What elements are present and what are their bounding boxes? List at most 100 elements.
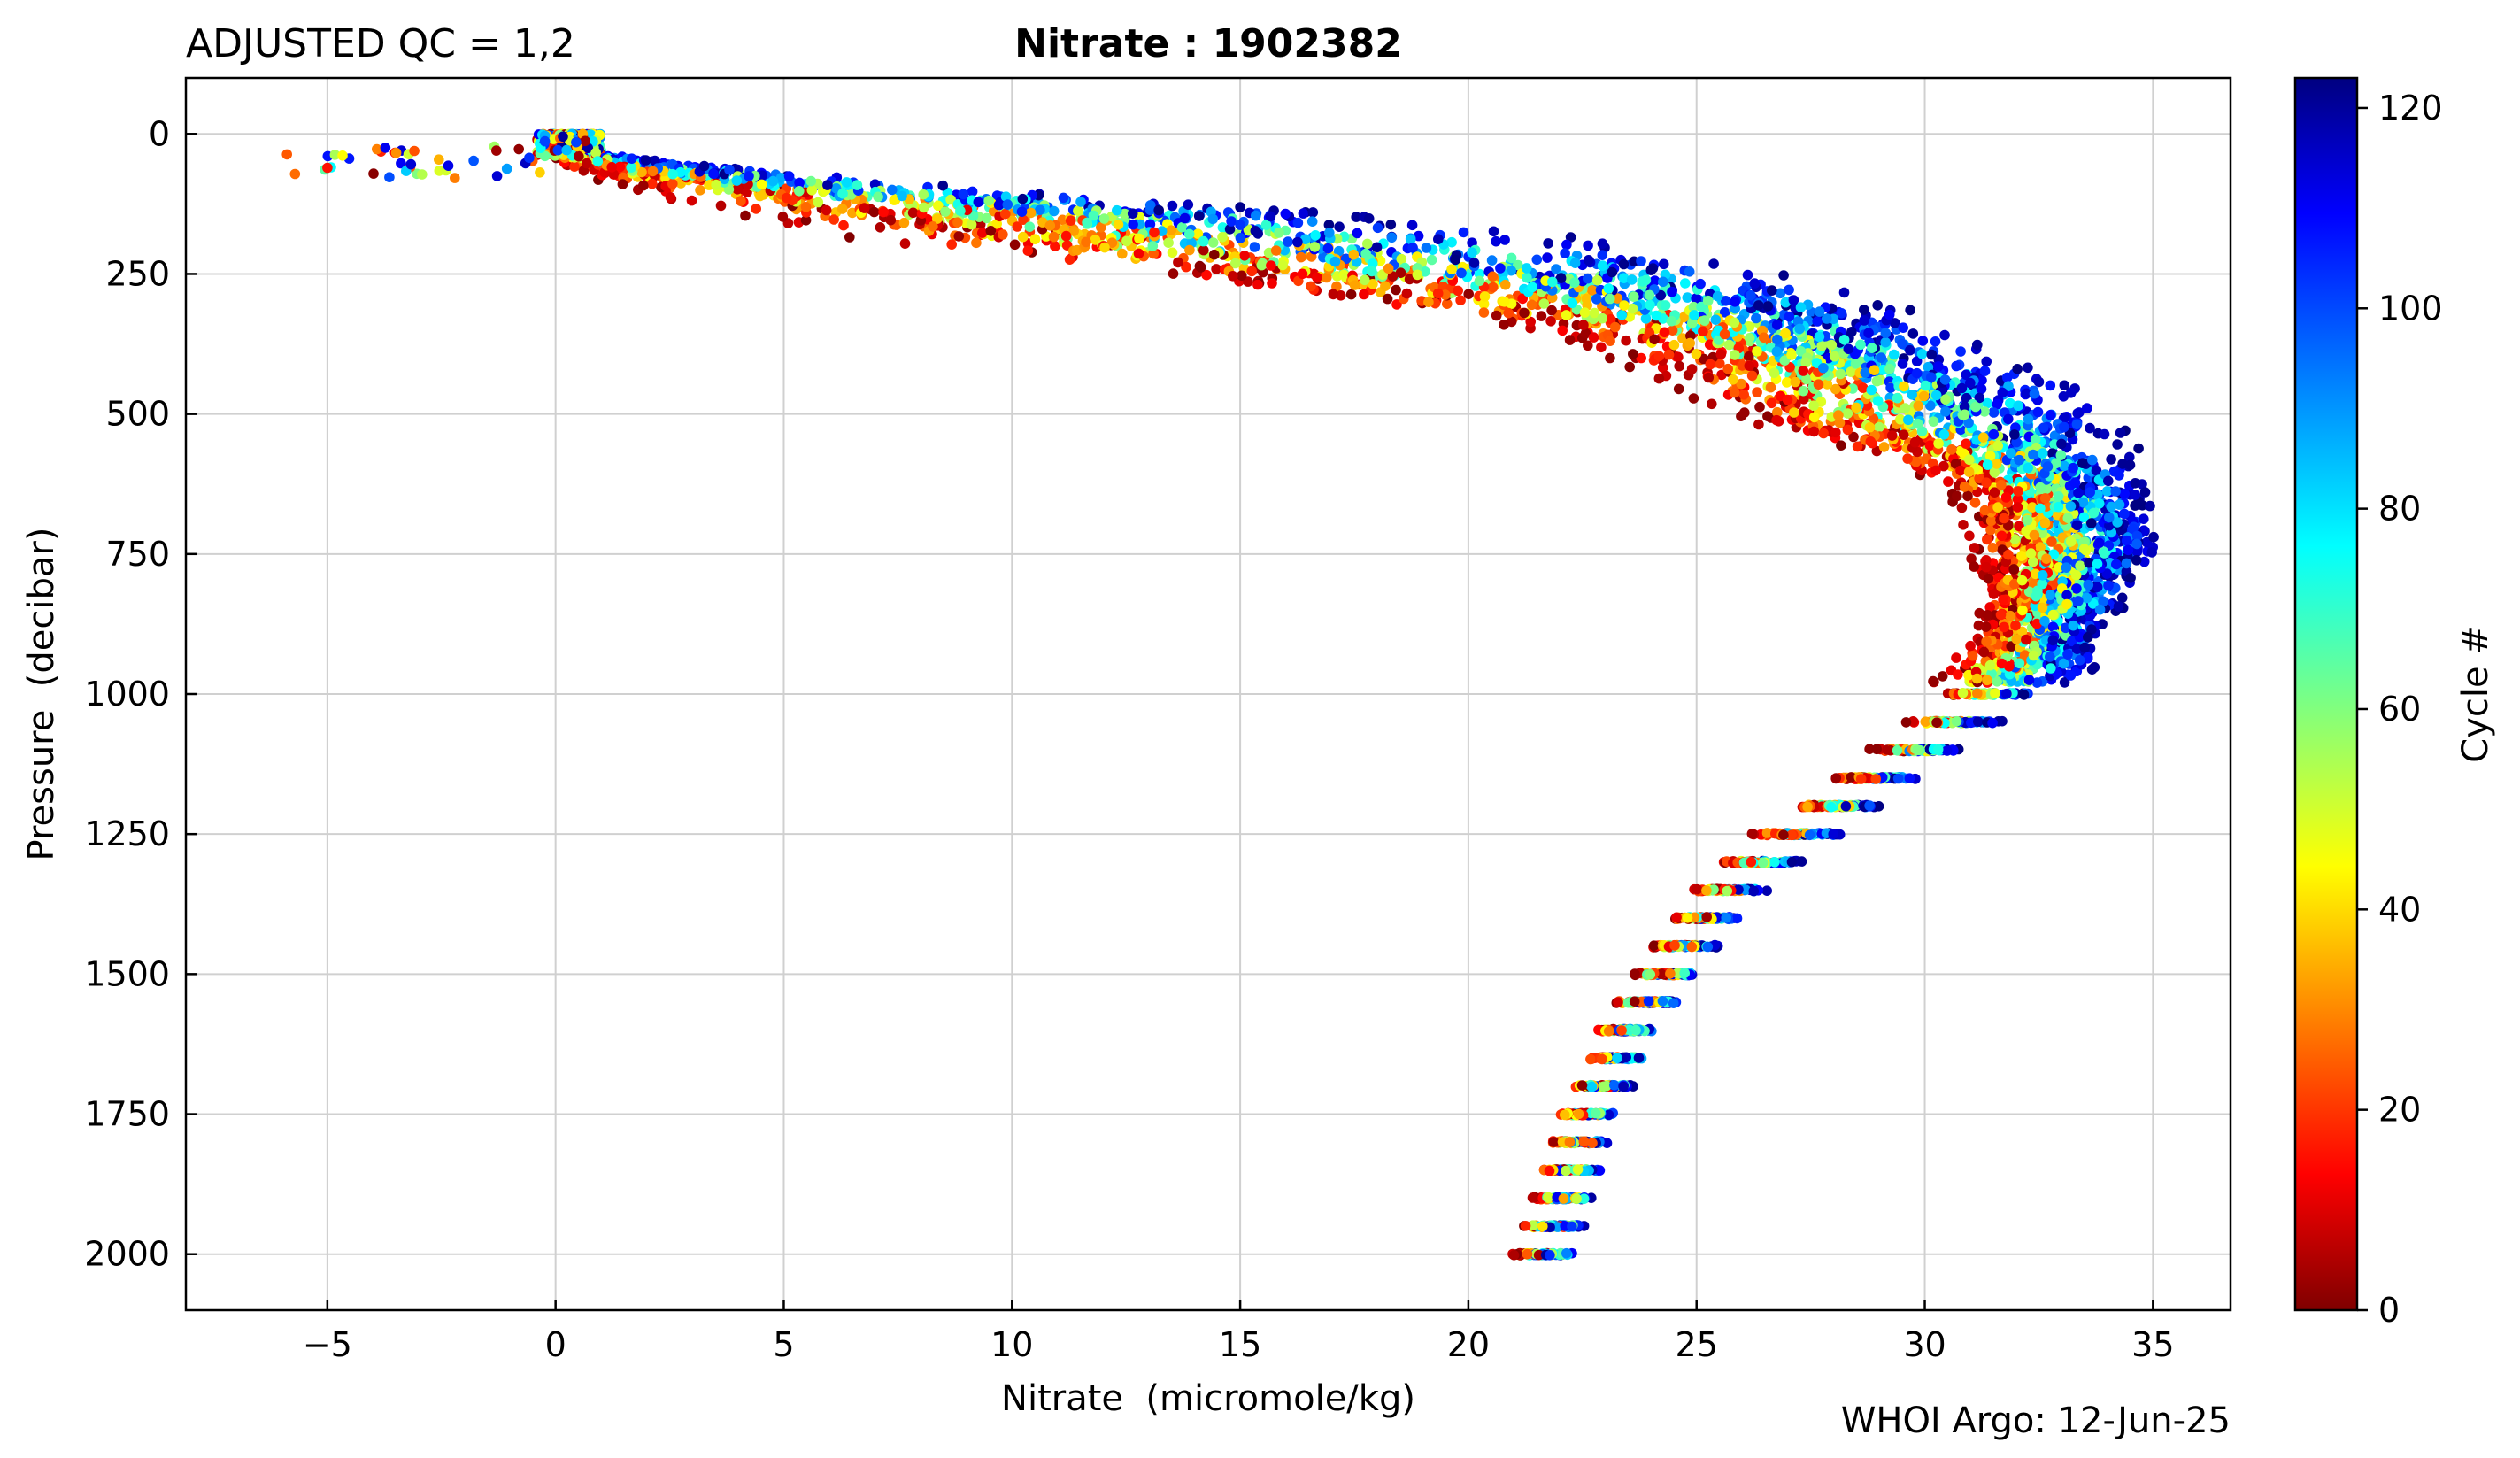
data-point [582,158,592,169]
data-point [1251,210,1261,221]
data-point [1349,280,1360,290]
data-point [838,220,849,231]
data-point [2075,560,2085,571]
data-point [1351,212,1361,222]
data-point [2058,658,2069,669]
data-point [640,155,651,166]
data-point [1362,238,1373,250]
data-point [2146,547,2157,558]
data-point [1907,390,1917,400]
data-point [2062,513,2074,523]
data-point [1969,561,1979,572]
data-point [1897,359,1908,369]
data-point [665,192,676,203]
data-point [998,229,1008,240]
data-point [1637,276,1648,287]
data-point [1597,312,1607,324]
data-point [1207,213,1219,225]
data-point [2045,652,2055,662]
data-point [2066,536,2077,547]
data-point [1930,336,1941,347]
data-point [1988,407,2000,418]
data-point [2139,513,2149,524]
data-point [2061,598,2072,610]
data-point [1977,374,1987,386]
data-point [1931,717,1942,728]
data-point [1816,341,1827,351]
data-point [2023,413,2034,425]
data-point [1946,444,1957,455]
data-point [2074,655,2085,666]
data-point [1703,372,1715,383]
data-point [1967,651,1978,661]
data-point [1705,359,1716,370]
data-point [2035,503,2046,514]
data-point [2013,400,2023,412]
data-point [1503,307,1514,319]
data-point [2029,388,2040,399]
data-point [897,190,907,202]
data-point [928,221,938,232]
data-point [1280,208,1291,220]
data-point [626,153,637,164]
data-point [1163,237,1174,249]
data-point [1757,857,1769,868]
data-point [1969,543,1980,553]
data-point [715,200,727,212]
data-point [667,168,678,180]
data-point [1941,745,1953,756]
data-point [971,237,982,249]
data-point [2145,500,2155,512]
data-point [2045,410,2056,420]
data-point [1588,332,1599,343]
data-point [1859,315,1869,326]
data-point [1753,300,1764,311]
data-point [724,164,735,175]
data-point [1597,238,1608,250]
data-point [1984,602,1995,613]
data-point [1499,297,1510,307]
data-point [1808,412,1820,423]
data-point [2121,535,2132,546]
data-point [571,136,582,148]
data-point [1828,829,1838,839]
data-point [1698,326,1708,337]
data-point [1903,414,1914,426]
data-point [1746,289,1756,301]
data-point [626,162,636,173]
data-point [1017,231,1029,243]
data-point [2037,602,2048,613]
data-point [2005,610,2015,621]
data-point [1099,242,1110,253]
data-point [981,212,992,224]
data-point [1237,270,1247,282]
data-point [1749,278,1761,289]
data-point [1996,530,2008,542]
data-point [2021,634,2031,645]
data-point [1239,251,1250,261]
data-point [1778,270,1789,281]
data-point [1144,219,1156,230]
data-point [2061,562,2072,573]
data-point [1829,351,1840,362]
data-point [1306,216,1318,227]
data-point [1352,228,1363,239]
data-point [1307,207,1319,218]
data-point [2012,364,2023,374]
scatter-points [281,128,2159,1261]
data-point [2053,501,2064,513]
data-point [1956,502,1968,513]
data-point [918,189,929,200]
data-point [1134,233,1144,244]
data-point [2053,491,2064,502]
data-point [1274,228,1284,238]
data-point [1701,912,1712,922]
data-point [1412,269,1423,281]
data-point [775,173,787,183]
data-point [1521,263,1532,274]
data-point [1826,801,1837,813]
data-point [2085,487,2095,498]
data-point [1686,941,1698,953]
data-point [1701,885,1712,896]
data-point [1456,267,1467,279]
